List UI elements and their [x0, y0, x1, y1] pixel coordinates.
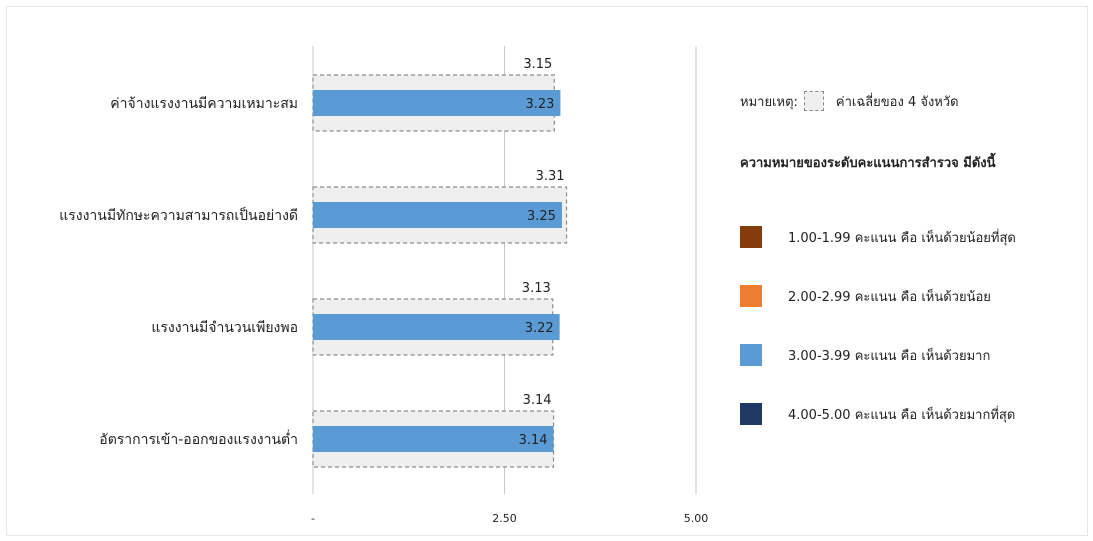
bar-value-label: 3.22	[525, 321, 554, 336]
legend-item-label: 3.00-3.99 คะแนน คือ เห็นด้วยมาก	[788, 348, 991, 364]
legend-item: 4.00-5.00 คะแนน คือ เห็นด้วยมากที่สุด	[740, 401, 1015, 427]
legend-swatch	[740, 344, 762, 366]
legend-title: ความหมายของระดับคะแนนการสำรวจ มีดังนี้	[740, 156, 996, 171]
note-label: หมายเหตุ:	[740, 94, 798, 110]
x-tick-label: 2.50	[492, 512, 517, 525]
bar-value-label: 3.23	[525, 97, 554, 112]
x-tick-label: -	[311, 512, 315, 525]
category-label: แรงงานมีจำนวนเพียงพอ	[151, 320, 298, 336]
bar-value-label: 3.25	[527, 209, 556, 224]
legend-panel: หมายเหตุ: ค่าเฉลี่ยของ 4 จังหวัด ความหมา…	[740, 88, 1080, 425]
legend-swatch	[740, 226, 762, 248]
reference-value-label: 3.15	[523, 57, 552, 72]
legend-item-label: 2.00-2.99 คะแนน คือ เห็นด้วยน้อย	[788, 289, 991, 305]
bar-value-label: 3.14	[519, 433, 548, 448]
bar	[313, 314, 560, 340]
note-text: ค่าเฉลี่ยของ 4 จังหวัด	[835, 94, 959, 110]
category-label: อัตราการเข้า-ออกของแรงงานต่ำ	[99, 430, 298, 448]
legend-item: 1.00-1.99 คะแนน คือ เห็นด้วยน้อยที่สุด	[740, 224, 1016, 250]
legend-swatch	[740, 403, 762, 425]
bar	[313, 202, 562, 228]
bar	[313, 90, 561, 116]
chart-frame	[6, 6, 1088, 536]
legend-item: 3.00-3.99 คะแนน คือ เห็นด้วยมาก	[740, 342, 990, 368]
reference-value-label: 3.13	[522, 281, 551, 296]
legend-item-label: 4.00-5.00 คะแนน คือ เห็นด้วยมากที่สุด	[788, 407, 1016, 423]
legend-item: 2.00-2.99 คะแนน คือ เห็นด้วยน้อย	[740, 283, 991, 309]
legend-note: หมายเหตุ: ค่าเฉลี่ยของ 4 จังหวัด	[740, 88, 1080, 114]
bar	[313, 426, 554, 452]
average-indicator-icon	[803, 91, 824, 111]
reference-value-label: 3.14	[523, 393, 552, 408]
legend-swatch	[740, 285, 762, 307]
legend-item-label: 1.00-1.99 คะแนน คือ เห็นด้วยน้อยที่สุด	[788, 230, 1016, 246]
category-label: ค่าจ้างแรงงานมีความเหมาะสม	[110, 96, 298, 112]
reference-value-label: 3.31	[536, 169, 565, 184]
bar-chart: - 2.50 5.00 3.15 3.23 ค่าจ้างแรงงานมีความเหมา…	[59, 46, 709, 525]
x-tick-label: 5.00	[684, 512, 709, 525]
category-label: แรงงานมีทักษะความสามารถเป็นอย่างดี	[59, 206, 298, 224]
